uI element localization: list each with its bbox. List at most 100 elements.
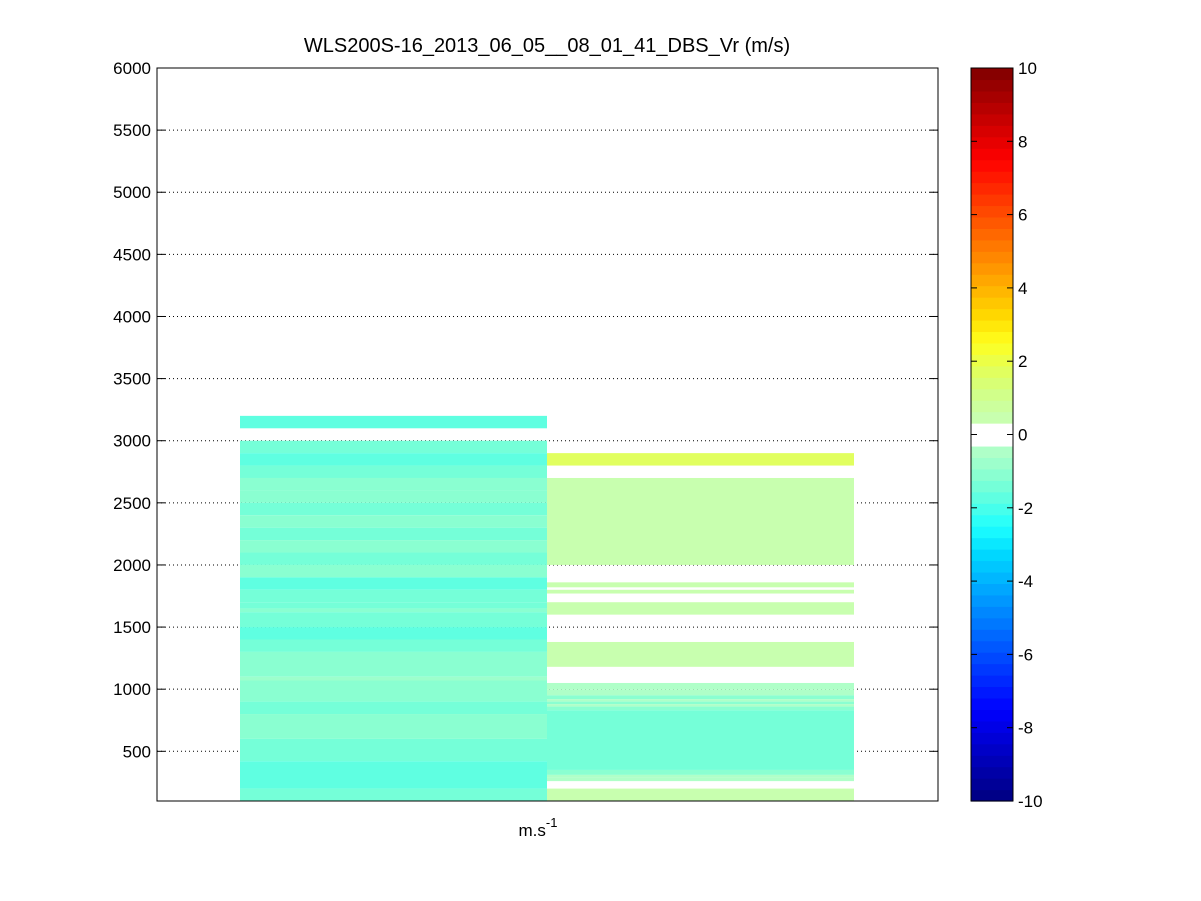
data-cell <box>547 701 854 705</box>
colorbar-level <box>971 778 1013 791</box>
data-cell <box>547 710 854 770</box>
colorbar-level <box>971 480 1013 493</box>
colorbar-level <box>971 434 1013 447</box>
data-cell <box>547 689 854 696</box>
data-cell <box>240 540 547 553</box>
colorbar-level <box>971 388 1013 401</box>
data-cell <box>547 788 854 801</box>
colorbar-level <box>971 90 1013 103</box>
y-tick-label: 4000 <box>113 307 151 326</box>
data-cell <box>240 589 547 603</box>
data-cell <box>547 695 854 700</box>
data-cell <box>240 701 547 715</box>
data-cell <box>240 502 547 516</box>
colorbar-level <box>971 766 1013 779</box>
colorbar-frame <box>970 67 1014 802</box>
y-tick-label: 3000 <box>113 432 151 451</box>
data-cell <box>240 608 547 613</box>
colorbar-level <box>971 629 1013 642</box>
colorbar-level <box>971 285 1013 298</box>
data-cell <box>240 761 547 789</box>
data-cell <box>240 465 547 478</box>
colorbar-level <box>971 526 1013 539</box>
data-cell <box>547 477 854 565</box>
colorbar-level <box>971 468 1013 481</box>
x-axis-label: m.s-1 <box>519 815 558 840</box>
y-tick-label: 6000 <box>113 59 151 78</box>
data-cell <box>240 577 547 590</box>
data-cell <box>547 777 854 782</box>
colorbar-level <box>971 583 1013 596</box>
plot-frame <box>156 67 939 802</box>
colorbar-level <box>971 365 1013 378</box>
colorbar-level <box>971 193 1013 207</box>
y-tick-label: 1500 <box>113 618 151 637</box>
colorbar-level <box>971 491 1013 504</box>
colorbar-level <box>971 411 1013 424</box>
colorbar-tick-label: 4 <box>1018 279 1027 298</box>
colorbar-tick-label: 6 <box>1018 206 1027 225</box>
colorbar-level <box>971 377 1013 390</box>
colorbar-level <box>971 125 1013 138</box>
colorbar-level <box>971 331 1013 344</box>
colorbar-level <box>971 239 1013 252</box>
data-cell <box>240 627 547 640</box>
colorbar-level <box>971 697 1013 710</box>
colorbar-level <box>971 514 1013 527</box>
plot-area: 500 1000 1500 2000 2500 3000 3500 4000 4500 5000 5… <box>113 59 939 802</box>
colorbar-level <box>971 216 1013 229</box>
data-cell <box>240 527 547 541</box>
colorbar-level <box>971 686 1013 699</box>
colorbar-level <box>971 720 1013 733</box>
colorbar-level <box>971 136 1013 149</box>
colorbar-level <box>971 113 1013 126</box>
data-cell <box>547 641 854 667</box>
data-cell <box>240 738 547 762</box>
data-cell <box>240 453 547 466</box>
colorbar-level <box>971 79 1013 92</box>
y-tick-label: 1000 <box>113 680 151 699</box>
data-cell <box>547 706 854 711</box>
colorbar-level <box>971 297 1013 310</box>
colorbar-level <box>971 445 1013 459</box>
data-cell <box>240 680 547 702</box>
colorbar-level <box>971 319 1013 333</box>
data-cell <box>240 676 547 681</box>
colorbar-level <box>971 617 1013 630</box>
colorbar-level <box>971 228 1013 241</box>
colorbar-level <box>971 423 1013 436</box>
colorbar-tick-label: -10 <box>1018 792 1043 811</box>
colorbar-level <box>971 606 1013 619</box>
colorbar-tick-label: 10 <box>1018 59 1037 78</box>
data-cell <box>240 602 547 609</box>
data-cell <box>547 602 854 615</box>
colorbar-levels <box>971 68 1013 802</box>
data-cell <box>547 682 854 690</box>
y-tick-label: 5500 <box>113 121 151 140</box>
data-cell <box>240 651 547 677</box>
colorbar-tick-label: -2 <box>1018 499 1033 518</box>
data-cell <box>240 639 547 652</box>
colorbar-level <box>971 571 1013 584</box>
colorbar-tick-label: 2 <box>1018 352 1027 371</box>
data-cell <box>547 769 854 775</box>
colorbar-level <box>971 400 1013 413</box>
colorbar-level <box>971 743 1013 756</box>
colorbar-level <box>971 640 1013 653</box>
colorbar-ticks: -10 -8 -6 -4 -2 0 2 4 6 8 10 <box>971 59 1043 811</box>
colorbar-level <box>971 560 1013 573</box>
colorbar-level <box>971 755 1013 768</box>
data-cell <box>240 612 547 628</box>
data-cell <box>547 699 854 702</box>
y-tick-label: 2000 <box>113 556 151 575</box>
colorbar-level <box>971 675 1013 688</box>
x-axis-label-superscript: -1 <box>546 815 558 830</box>
colorbar-tick-label: -8 <box>1018 719 1033 738</box>
y-tick-label: 3500 <box>113 370 151 389</box>
data-cell <box>240 477 547 491</box>
data-cell <box>240 564 547 578</box>
colorbar-level <box>971 537 1013 550</box>
colorbar-level <box>971 159 1013 172</box>
data-cell <box>240 714 547 739</box>
